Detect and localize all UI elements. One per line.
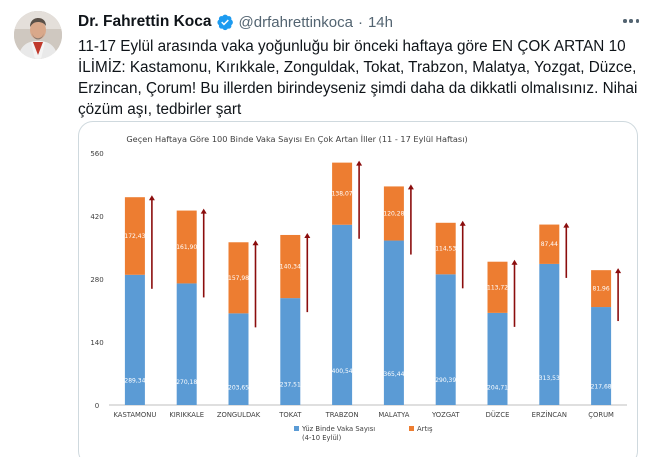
legend-label-base-period: (4-10 Eylül): [302, 434, 342, 442]
x-tick-label: TRABZON: [325, 411, 359, 419]
bar-increase-10: [591, 270, 612, 308]
tweet-text: 11-17 Eylül arasında vaka yoğunluğu bir …: [78, 38, 638, 118]
increase-arrow-head-3: [252, 240, 259, 246]
bar-increase-1: [124, 197, 145, 275]
data-label-base: 237,51: [280, 382, 301, 389]
bar-increase-6: [383, 186, 404, 241]
bar-base-6: [383, 240, 404, 405]
increase-arrow-head-6: [407, 184, 414, 190]
data-label-increase: 120,28: [383, 210, 404, 217]
bar-increase-9: [539, 224, 560, 264]
legend-swatch-base: [294, 426, 299, 431]
more-dot: [629, 19, 633, 23]
x-tick-label: TOKAT: [278, 411, 302, 419]
increase-arrow-head-10: [615, 268, 622, 274]
tweet-media[interactable]: Geçen Haftaya Göre 100 Binde Vaka Sayısı…: [78, 121, 638, 457]
data-label-base: 203,65: [228, 385, 249, 392]
x-tick-label: ÇORUM: [588, 411, 614, 419]
increase-arrow-head-1: [148, 195, 155, 201]
increase-arrow-head-2: [200, 208, 207, 214]
increase-arrow-head-8: [511, 259, 518, 265]
bar-increase-8: [487, 261, 508, 313]
bar-base-5: [332, 224, 353, 405]
data-label-base: 365,44: [383, 371, 404, 378]
author-name[interactable]: Dr. Fahrettin Koca: [78, 13, 212, 30]
increase-arrow-head-7: [459, 220, 466, 226]
more-dot: [635, 19, 639, 23]
bar-base-1: [124, 274, 145, 405]
bar-base-3: [228, 313, 249, 405]
legend-label-increase: Artış: [417, 425, 433, 433]
x-tick-label: DÜZCE: [486, 410, 510, 419]
data-label-base: 204,71: [487, 384, 508, 391]
x-tick-label: MALATYA: [378, 411, 409, 419]
more-dot: [623, 19, 627, 23]
increase-arrow-head-9: [563, 222, 570, 228]
data-label-increase: 138,07: [332, 191, 353, 198]
chart-title: Geçen Haftaya Göre 100 Binde Vaka Sayısı…: [126, 134, 467, 144]
x-tick-label: ERZİNCAN: [532, 410, 567, 419]
data-label-increase: 114,53: [435, 246, 456, 253]
y-tick-label: 420: [90, 213, 103, 221]
bar-base-9: [539, 263, 560, 405]
bar-base-7: [435, 274, 456, 405]
y-tick-label: 140: [90, 339, 103, 347]
data-label-increase: 161,90: [176, 244, 197, 251]
data-label-base: 217,68: [591, 383, 612, 390]
data-label-increase: 157,98: [228, 275, 249, 282]
avatar-image: [14, 11, 62, 59]
data-label-increase: 81,96: [593, 286, 610, 293]
bar-chart: Geçen Haftaya Göre 100 Binde Vaka Sayısı…: [90, 134, 627, 442]
header-separator: ·: [357, 13, 363, 31]
legend-label-base: Yüz Binde Vaka Sayısı: [301, 425, 375, 433]
bar-base-4: [280, 298, 301, 405]
verified-badge-icon: [216, 13, 234, 31]
bar-increase-7: [435, 222, 456, 275]
data-label-increase: 113,72: [487, 284, 508, 291]
data-label-increase: 172,43: [124, 233, 145, 240]
data-label-base: 400,54: [332, 368, 353, 375]
more-options-icon[interactable]: [620, 12, 642, 30]
bar-increase-5: [332, 162, 353, 225]
bar-base-10: [591, 307, 612, 405]
y-tick-label: 560: [90, 150, 103, 158]
x-tick-label: ZONGULDAK: [217, 411, 261, 419]
y-tick-label: 280: [90, 276, 103, 284]
bar-increase-3: [228, 242, 249, 314]
bar-base-2: [176, 283, 197, 405]
bar-increase-4: [280, 234, 301, 299]
author-handle[interactable]: @drfahrettinkoca: [238, 13, 353, 31]
increase-arrow-head-4: [304, 232, 311, 238]
tweet-timestamp[interactable]: 14h: [367, 13, 393, 31]
bar-base-8: [487, 312, 508, 405]
data-label-base: 289,34: [124, 377, 145, 384]
y-tick-label: 0: [95, 402, 99, 410]
data-label-base: 313,53: [539, 375, 560, 382]
avatar[interactable]: [14, 11, 62, 59]
data-label-base: 270,18: [176, 379, 197, 386]
x-tick-label: KASTAMONU: [113, 411, 156, 419]
tweet-header: Dr. Fahrettin Koca @drfahrettinkoca · 14…: [78, 11, 393, 33]
bar-increase-2: [176, 210, 197, 284]
x-tick-label: YOZGAT: [431, 411, 460, 419]
data-label-increase: 87,44: [541, 241, 558, 248]
data-label-increase: 140,34: [280, 264, 301, 271]
increase-arrow-head-5: [356, 160, 363, 166]
legend-swatch-increase: [409, 426, 414, 431]
x-tick-label: KIRIKKALE: [169, 411, 204, 419]
data-label-base: 290,39: [435, 377, 456, 384]
